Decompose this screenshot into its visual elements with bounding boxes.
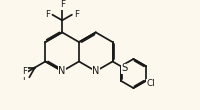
Text: Cl: Cl [146, 79, 154, 88]
Text: F: F [21, 72, 26, 81]
Text: S: S [121, 63, 127, 73]
Text: N: N [58, 66, 66, 76]
Text: F: F [22, 67, 27, 76]
Text: F: F [22, 73, 27, 82]
Text: F: F [59, 0, 64, 9]
Text: F: F [74, 10, 79, 19]
Text: F: F [45, 10, 50, 19]
Text: N: N [92, 66, 99, 76]
